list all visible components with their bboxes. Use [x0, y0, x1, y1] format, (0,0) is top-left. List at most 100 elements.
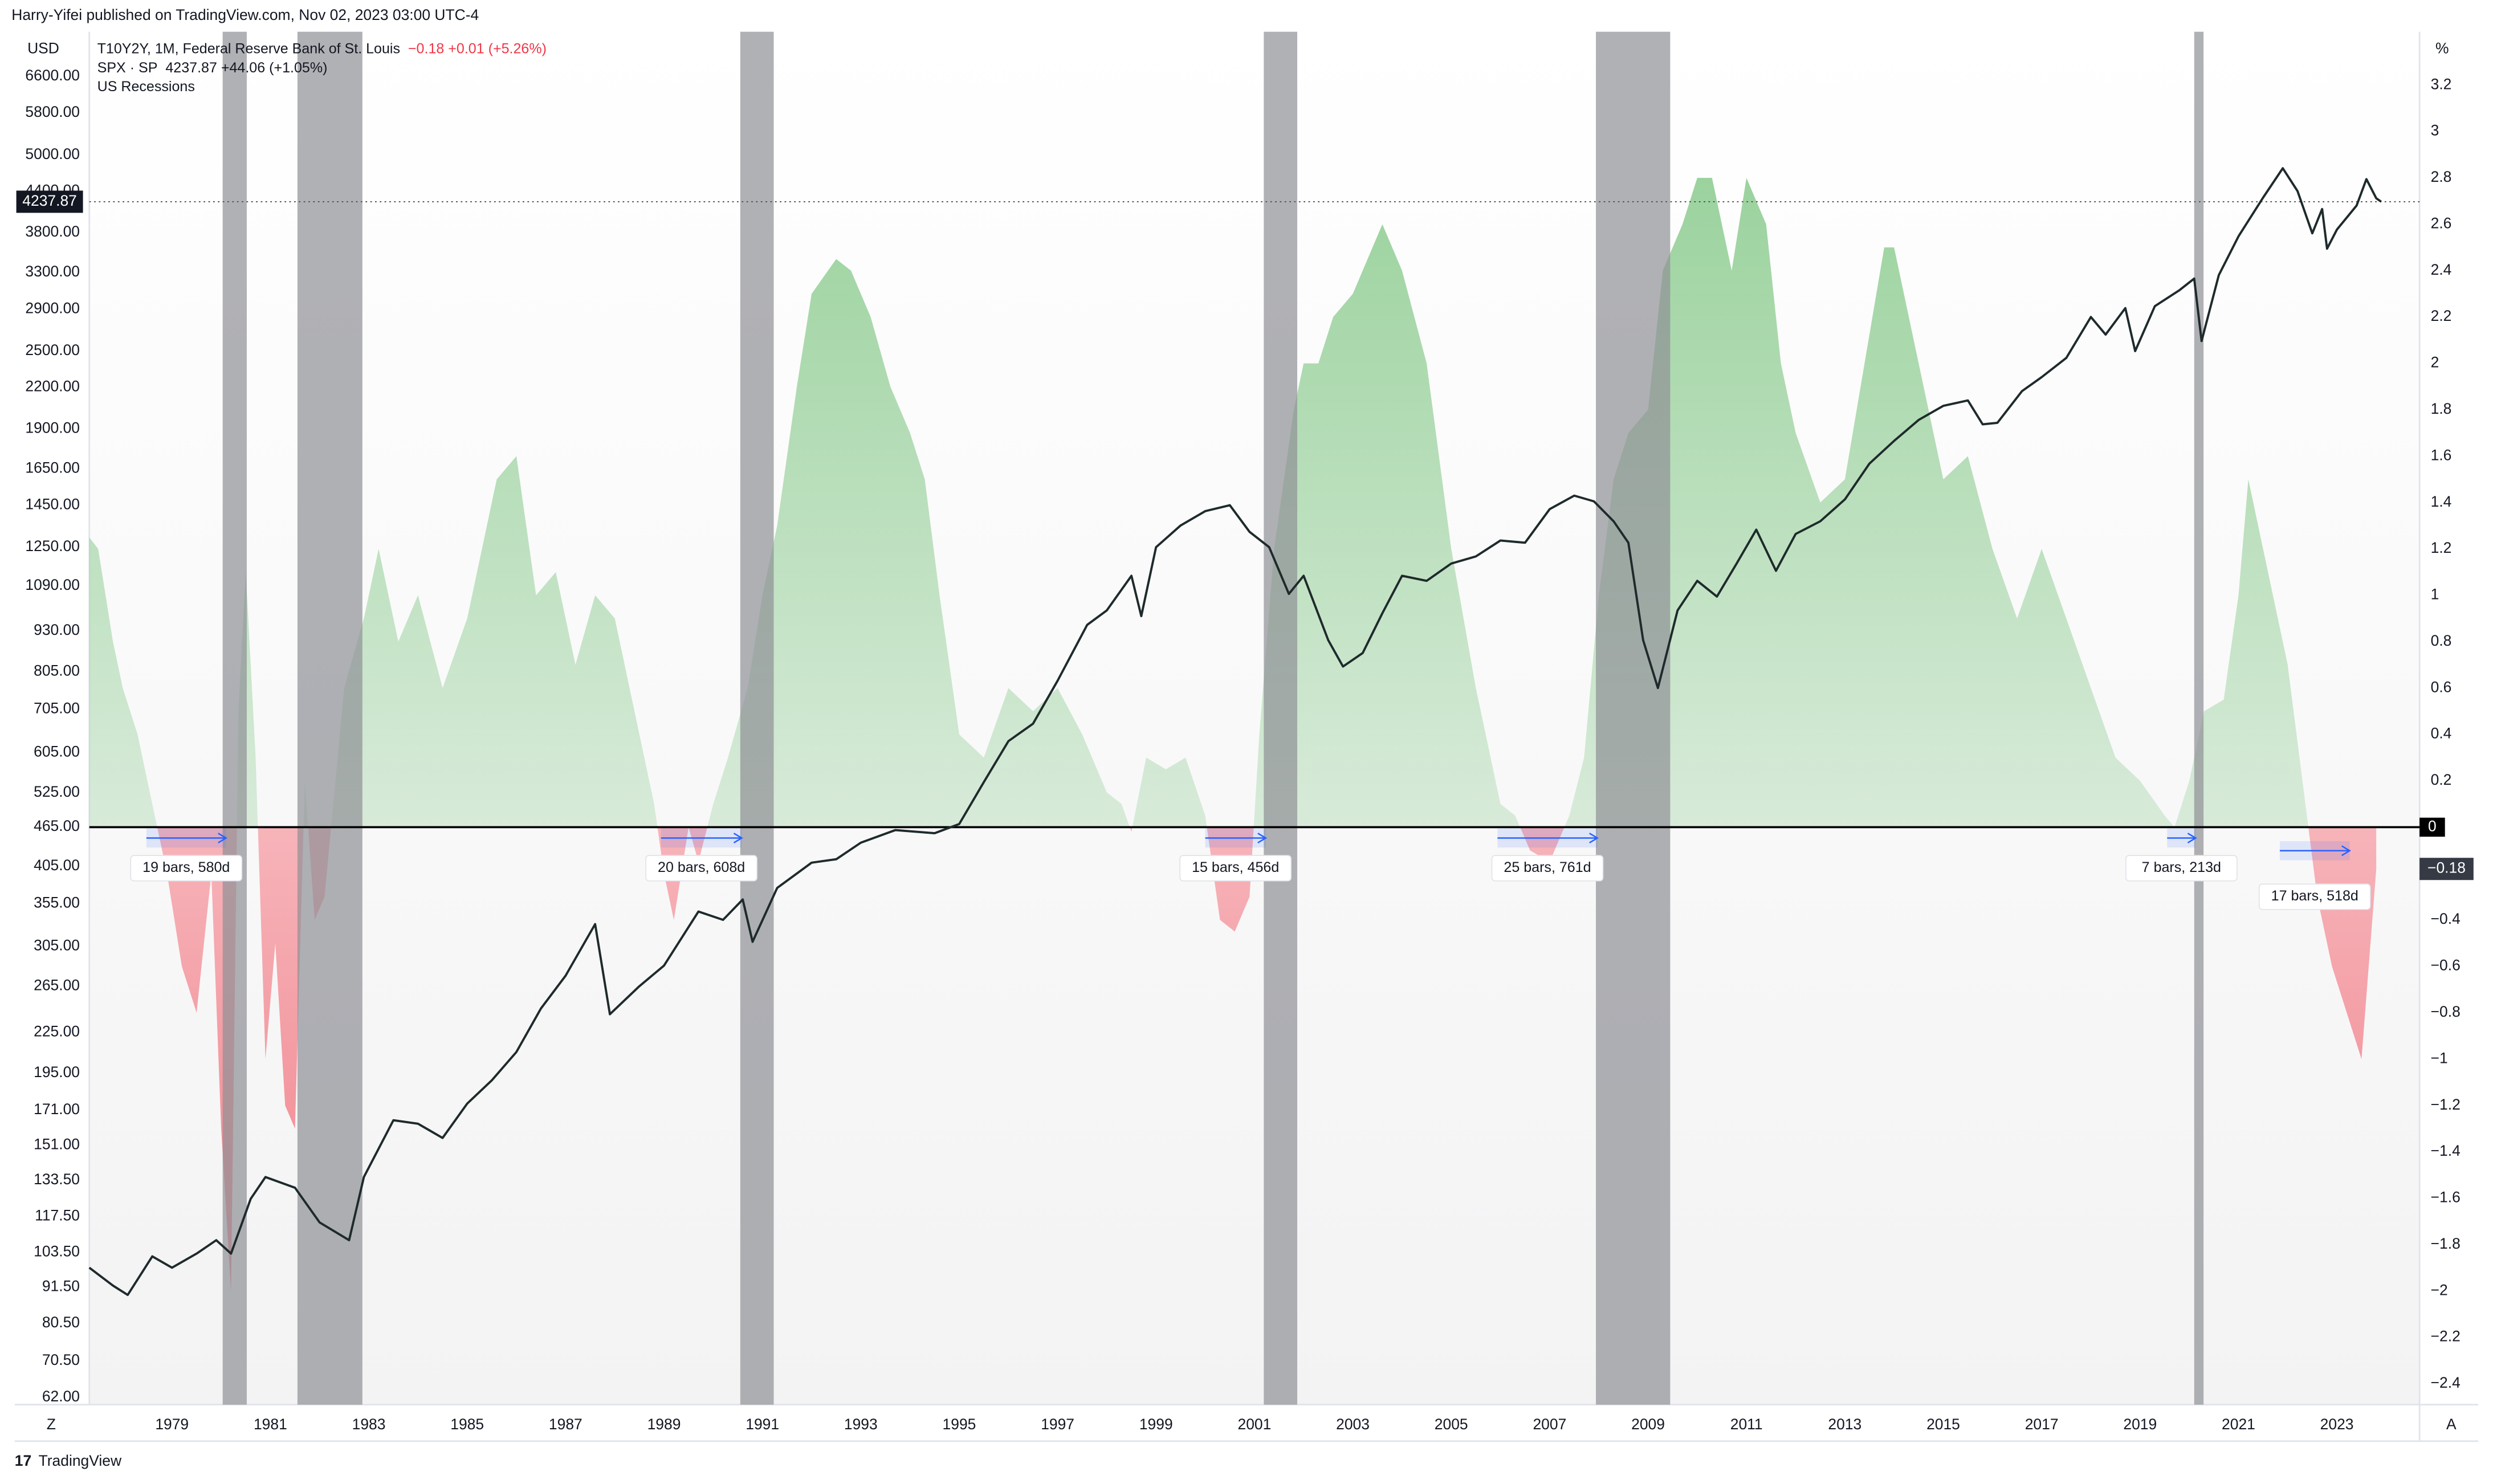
annotation-label: 20 bars, 608d: [658, 859, 745, 875]
y-tick-label: 2200.00: [25, 377, 80, 394]
annotation-box: [645, 855, 757, 882]
x-tick-label: 2013: [1828, 1416, 1861, 1433]
legend-entry: T10Y2Y, 1M, Federal Reserve Bank of St. …: [97, 40, 547, 56]
plot-layer: 19 bars, 580d 20 bars, 608d 15 bars, 456d 2…: [88, 31, 2420, 1405]
y-tick-label: 605.00: [34, 743, 80, 760]
y-tick-label: 1650.00: [25, 459, 80, 476]
y-tick-label: 465.00: [34, 817, 80, 834]
y2-tick-label: −0.6: [2431, 957, 2461, 974]
y-tick-label: 6600.00: [25, 67, 80, 84]
arrow-head: [218, 833, 228, 843]
y-tick-label: 705.00: [34, 700, 80, 717]
legend-part: SPX · SP: [97, 59, 158, 75]
y2-tick-label: −1.4: [2431, 1142, 2461, 1159]
x-tick-label: 1981: [254, 1416, 287, 1433]
y2-tick-label: −0.8: [2431, 1003, 2461, 1020]
x-tick-label: 2017: [2025, 1416, 2059, 1433]
y2-tick-label: 2.4: [2431, 261, 2452, 278]
recession-band: [1264, 31, 1298, 1405]
legend-part: 4237.87 +44.06 (+1.05%): [165, 59, 327, 75]
annotation-box: [130, 855, 243, 882]
recession-band: [740, 31, 774, 1405]
recession-band: [1596, 31, 1671, 1405]
spx-line: [88, 167, 2382, 1297]
y-tick-label: 1900.00: [25, 419, 80, 436]
right-unit: %: [2435, 39, 2449, 56]
y2-tick-label: 3: [2431, 122, 2439, 139]
y2-tick-label: 2.2: [2431, 307, 2452, 324]
y2-tick-label: 0.8: [2431, 632, 2452, 649]
price-label: 4237.87: [22, 192, 77, 209]
x-tick-label: 1979: [155, 1416, 189, 1433]
x-tick-label: 2015: [1926, 1416, 1960, 1433]
y-tick-label: 5800.00: [25, 103, 80, 120]
footer-text: TradingView: [39, 1452, 122, 1469]
annotation-label: 15 bars, 456d: [1192, 859, 1279, 875]
recession-band: [2194, 31, 2204, 1405]
legend-part: −0.18 +0.01 (+5.26%): [408, 40, 547, 56]
y-tick-label: 265.00: [34, 976, 80, 993]
y2-tick-label: −2.4: [2431, 1374, 2461, 1391]
arrow-head: [1257, 833, 1268, 843]
y2-tick-label: 1.2: [2431, 539, 2452, 556]
y2-tick-label: 2: [2431, 354, 2439, 371]
x-tick-label: 1987: [549, 1416, 582, 1433]
arrow-head: [1589, 833, 1599, 843]
y-tick-label: 405.00: [34, 857, 80, 874]
y2-tick-label: 1: [2431, 586, 2439, 603]
x-tick-label: 2011: [1730, 1416, 1763, 1433]
left-unit: USD: [27, 39, 59, 56]
x-tick-label: 1985: [450, 1416, 484, 1433]
y2-tick-label: 0.2: [2431, 771, 2452, 788]
price-box: [2419, 858, 2474, 880]
annotation-box: [1491, 855, 1604, 882]
y2-tick-label: 0.6: [2431, 678, 2452, 695]
x-tick-label: 1983: [352, 1416, 386, 1433]
publisher: Harry-Yifei published on TradingView.com…: [11, 6, 479, 23]
recession-band: [222, 31, 247, 1405]
y-tick-label: 2500.00: [25, 341, 80, 358]
y2-tick-label: 2.6: [2431, 214, 2452, 231]
price-box: [16, 190, 83, 213]
y-tick-label: 133.50: [34, 1171, 80, 1188]
y2-tick-label: 1.6: [2431, 446, 2452, 463]
x-tick-label: 2005: [1435, 1416, 1468, 1433]
y2-tick-label: −1.8: [2431, 1235, 2461, 1252]
x-tick-label: 2003: [1336, 1416, 1370, 1433]
y-tick-label: 1250.00: [25, 537, 80, 555]
annotation-label: 25 bars, 761d: [1504, 859, 1591, 875]
arrow-head: [733, 833, 743, 843]
x-tick-label: 2021: [2222, 1416, 2255, 1433]
y2-tick-label: 3.2: [2431, 75, 2452, 92]
y2-tick-label: 1.8: [2431, 400, 2452, 417]
y-tick-label: 151.00: [34, 1136, 80, 1153]
legend-entry: US Recessions: [97, 79, 195, 95]
y-tick-label: 2900.00: [25, 299, 80, 316]
x-tick-label: 2001: [1238, 1416, 1272, 1433]
scale-button[interactable]: A: [2446, 1416, 2457, 1433]
y2-tick-label: −2.2: [2431, 1328, 2461, 1345]
arrow-head: [2187, 833, 2197, 843]
y-tick-label: 1450.00: [25, 496, 80, 513]
recession-band: [297, 31, 362, 1405]
annotation-box: [1179, 855, 1292, 882]
x-tick-label: 1991: [746, 1416, 779, 1433]
y-tick-label: 171.00: [34, 1100, 80, 1118]
x-tick-label: 2019: [2123, 1416, 2157, 1433]
y2-tick-label: −0.4: [2431, 910, 2461, 927]
y-tick-label: 80.50: [42, 1314, 80, 1331]
scale-button[interactable]: Z: [47, 1416, 56, 1433]
y-tick-label: 525.00: [34, 783, 80, 800]
y-tick-label: 305.00: [34, 937, 80, 954]
annotation-label: 19 bars, 580d: [142, 859, 230, 875]
y2-tick-label: −1.6: [2431, 1189, 2461, 1206]
y-tick-label: 62.00: [42, 1388, 80, 1405]
y2-tick-label: 0.4: [2431, 725, 2452, 742]
y2-tick-label: −1.2: [2431, 1096, 2461, 1113]
legend-part: T10Y2Y, 1M, Federal Reserve Bank of St. …: [97, 40, 400, 56]
x-tick-label: 1993: [844, 1416, 878, 1433]
y-tick-label: 103.50: [34, 1242, 80, 1259]
legend-entry: SPX · SP 4237.87 +44.06 (+1.05%): [97, 59, 328, 75]
y-tick-label: 355.00: [34, 894, 80, 911]
